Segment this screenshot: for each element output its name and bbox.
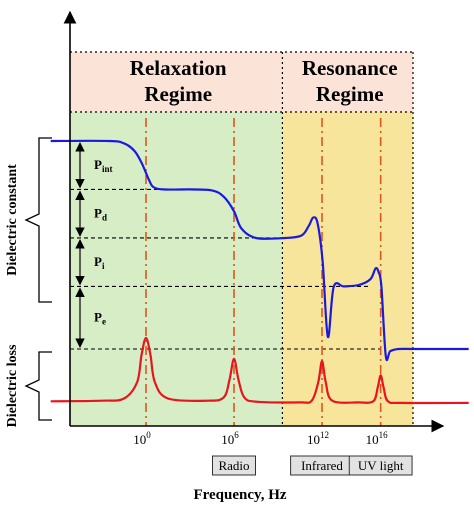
x-tick-label-1: 106 [221,430,239,447]
x-tick-label-2: 1012 [307,430,329,447]
regime-bg-1 [282,112,413,426]
x-tick-label-3: 1016 [366,430,389,447]
y-label-group: Dielectric constant Dielectric loss [5,137,52,427]
band-label-1: Infrared [301,458,343,473]
x-tick-label-0: 100 [133,430,151,447]
regime-backgrounds [70,112,413,426]
y-axis-label-dielectric-loss: Dielectric loss [5,344,20,427]
regime-relaxation-line1: Relaxation [130,56,227,80]
y-brace-dielectric-constant [24,137,52,303]
data-series [50,139,469,405]
series-dielectric-constant [50,139,469,362]
band-label-2: UV light [358,458,404,473]
polarization-label-d: Pd [94,206,107,223]
series-dielectric-loss [50,336,469,405]
band-box-0 [212,455,256,476]
dashed-guides [70,51,414,426]
y-axis-label-dielectric-constant: Dielectric constant [5,164,20,276]
regime-header: Relaxation Regime Resonance Regime [70,52,413,112]
polarization-label-int: Pint [94,157,112,174]
polarization-labels: Pint Pd Pi Pe [75,141,112,348]
band-labels: Radio Infrared UV light [212,455,413,476]
regime-resonance-line1: Resonance [302,56,398,80]
regime-bg-0 [70,112,283,426]
polarization-label-e: Pe [94,310,106,327]
x-tick-labels: 100 106 1012 1016 [133,430,388,447]
axes [63,10,445,433]
band-label-0: Radio [218,458,249,473]
x-axis-label: Frequency, Hz [193,487,286,503]
regime-header-band [70,52,413,112]
regime-resonance-line2: Regime [316,82,384,106]
polarization-label-i: Pi [94,254,105,271]
band-box-2 [348,455,413,476]
regime-relaxation-line2: Regime [144,82,212,106]
y-brace-dielectric-loss [24,351,52,421]
